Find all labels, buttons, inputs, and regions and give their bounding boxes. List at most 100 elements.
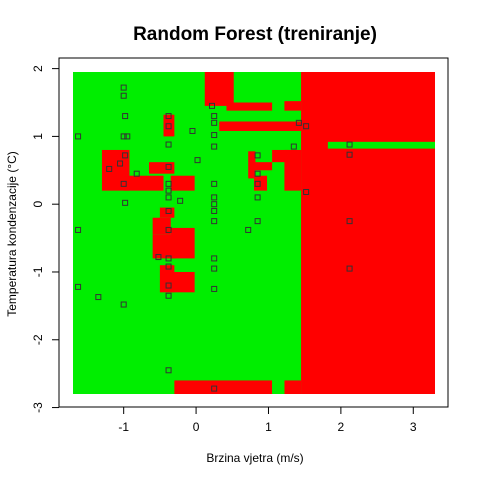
region-class_b-3: [284, 101, 302, 111]
training-point-9: [133, 170, 140, 177]
region-class_b-15: [159, 207, 175, 218]
training-point-35: [211, 385, 218, 392]
training-point-39: [254, 194, 261, 201]
training-point-61: [165, 367, 172, 374]
region-class_b-4: [219, 121, 302, 131]
y-tick-label-2: 2: [31, 65, 45, 72]
training-point-20: [189, 127, 196, 134]
training-point-34: [211, 285, 218, 292]
training-point-54: [165, 207, 172, 214]
training-point-22: [209, 102, 216, 109]
training-point-10: [120, 180, 127, 187]
training-point-23: [211, 113, 218, 120]
region-class_b-5: [163, 114, 175, 137]
region-class_b-9: [170, 175, 195, 191]
training-point-21: [194, 157, 201, 164]
training-point-6: [122, 152, 129, 159]
training-point-3: [122, 113, 129, 120]
region-class_b-18: [170, 227, 195, 259]
chart-title: Random Forest (treniranje): [133, 24, 377, 45]
x-tick-label-2: 2: [338, 420, 345, 434]
region-class_a-23: [327, 141, 435, 149]
y-tick-label--3: -3: [31, 402, 45, 413]
y-axis: -3 -2 -1 0 1 2: [31, 65, 60, 413]
training-point-42: [295, 119, 302, 126]
training-point-52: [95, 294, 102, 301]
y-tick-label-1: 1: [31, 133, 45, 140]
training-point-27: [211, 180, 218, 187]
x-axis: -1 0 1 2 3: [118, 406, 417, 434]
training-point-33: [211, 265, 218, 272]
training-point-18: [165, 194, 172, 201]
training-point-55: [165, 226, 172, 233]
training-point-59: [165, 292, 172, 299]
training-point-41: [245, 226, 252, 233]
region-class_b-8: [149, 162, 175, 174]
plot-regions: [73, 72, 435, 394]
training-point-50: [75, 226, 82, 233]
training-point-2: [120, 92, 127, 99]
y-tick-label--1: -1: [31, 266, 45, 277]
x-axis-label: Brzina vjetra (m/s): [206, 451, 303, 465]
training-point-38: [254, 180, 261, 187]
y-tick-label-0: 0: [31, 201, 45, 208]
training-point-32: [211, 255, 218, 262]
training-point-46: [346, 141, 353, 148]
training-point-48: [346, 218, 353, 225]
training-point-11: [122, 199, 129, 206]
training-point-28: [211, 194, 218, 201]
training-point-12: [165, 113, 172, 120]
training-point-36: [254, 152, 261, 159]
training-point-45: [290, 143, 297, 150]
region-class_b-2: [226, 102, 273, 111]
training-point-15: [165, 163, 172, 170]
training-point-60: [155, 254, 162, 261]
training-point-16: [165, 180, 172, 187]
training-point-17: [165, 187, 172, 194]
x-tick-label-0: 0: [193, 420, 200, 434]
training-point-30: [211, 207, 218, 214]
region-class_b-7: [123, 175, 164, 191]
region-class_b-0: [301, 72, 435, 394]
training-point-25: [211, 132, 218, 139]
training-point-57: [165, 263, 172, 270]
region-class_a-24: [272, 380, 285, 394]
training-point-49: [346, 265, 353, 272]
training-point-7: [117, 160, 124, 167]
y-axis-label: Temperatura kondenzacije (°C): [5, 151, 19, 317]
region-class_b-10: [248, 151, 256, 179]
training-point-31: [211, 218, 218, 225]
training-point-44: [303, 188, 310, 195]
training-point-8: [106, 165, 113, 172]
region-class_b-21: [174, 380, 273, 394]
training-point-40: [254, 218, 261, 225]
training-point-56: [165, 255, 172, 262]
region-class_b-17: [152, 234, 176, 259]
region-class_b-22: [284, 380, 302, 394]
training-point-43: [303, 123, 310, 130]
training-point-0: [75, 133, 82, 140]
training-point-37: [254, 170, 261, 177]
training-point-14: [165, 141, 172, 148]
region-class_b-11: [254, 162, 273, 171]
x-tick-label-3: 3: [410, 420, 417, 434]
training-point-47: [346, 151, 353, 158]
training-point-58: [165, 282, 172, 289]
training-point-13: [165, 123, 172, 130]
training-point-1: [120, 84, 127, 91]
training-point-24: [211, 119, 218, 126]
y-tick-label--2: -2: [31, 334, 45, 345]
training-point-51: [75, 283, 82, 290]
training-point-53: [120, 301, 127, 308]
training-point-26: [211, 143, 218, 150]
training-point-19: [177, 197, 184, 204]
training-point-4: [120, 133, 127, 140]
x-tick-label--1: -1: [118, 420, 129, 434]
region-class_b-14: [272, 149, 289, 163]
training-points: [75, 84, 353, 392]
region-class_b-1: [204, 72, 234, 106]
x-tick-label-1: 1: [265, 420, 272, 434]
training-point-29: [211, 201, 218, 208]
region-class_b-20: [170, 271, 195, 293]
